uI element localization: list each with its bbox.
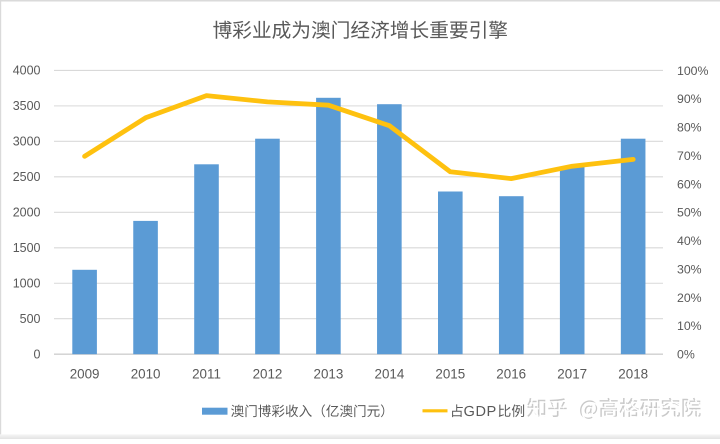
- svg-text:2016: 2016: [496, 367, 526, 382]
- svg-text:2010: 2010: [131, 367, 161, 382]
- svg-text:1500: 1500: [13, 241, 41, 255]
- svg-text:2014: 2014: [375, 367, 405, 382]
- svg-text:2017: 2017: [557, 367, 587, 382]
- svg-text:1000: 1000: [13, 277, 41, 291]
- svg-text:3000: 3000: [13, 135, 41, 149]
- svg-text:2009: 2009: [70, 367, 100, 382]
- svg-text:2012: 2012: [253, 367, 283, 382]
- svg-text:2011: 2011: [192, 367, 221, 382]
- svg-text:2015: 2015: [435, 367, 465, 382]
- svg-text:100%: 100%: [677, 64, 709, 78]
- svg-text:3500: 3500: [13, 99, 41, 113]
- svg-text:40%: 40%: [677, 234, 702, 248]
- svg-text:500: 500: [20, 312, 41, 326]
- svg-text:20%: 20%: [677, 291, 702, 305]
- svg-text:2013: 2013: [314, 367, 344, 382]
- svg-text:90%: 90%: [677, 92, 702, 106]
- svg-text:10%: 10%: [677, 319, 702, 333]
- svg-text:2500: 2500: [13, 170, 41, 184]
- svg-text:2000: 2000: [13, 206, 41, 220]
- svg-text:4000: 4000: [13, 64, 41, 78]
- svg-text:50%: 50%: [677, 206, 702, 220]
- svg-text:30%: 30%: [677, 262, 702, 276]
- svg-text:0%: 0%: [677, 348, 695, 362]
- svg-text:80%: 80%: [677, 121, 702, 135]
- svg-text:70%: 70%: [677, 149, 702, 163]
- svg-text:0: 0: [34, 348, 41, 362]
- svg-text:60%: 60%: [677, 177, 702, 191]
- svg-text:2018: 2018: [618, 367, 648, 382]
